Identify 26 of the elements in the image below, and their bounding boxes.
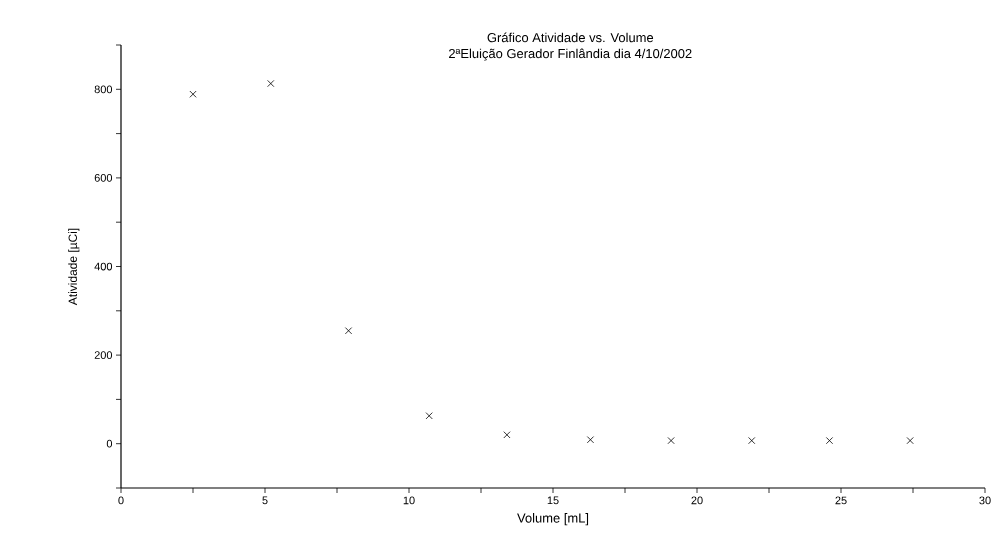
point	[344, 327, 353, 335]
x-tick-label: 25	[835, 496, 847, 505]
chart-title: Gráfico Atividade vs. Volume	[487, 32, 654, 43]
x-tick-label: 15	[547, 496, 559, 505]
y-tick-label: 800	[94, 85, 113, 94]
y-tick-label: 600	[94, 174, 113, 182]
point	[267, 79, 275, 88]
point	[503, 431, 511, 439]
chart-subtitle: 2ªEluição Gerador Finlândia dia 4/10/2002	[449, 48, 692, 61]
point	[825, 437, 834, 445]
x-tick-label: 10	[403, 496, 415, 505]
point	[189, 90, 197, 98]
y-tick-label: 200	[94, 351, 113, 359]
point	[906, 437, 914, 445]
point	[748, 437, 756, 445]
point	[667, 437, 675, 445]
x-axis-title: Volume [mL]	[517, 513, 589, 526]
y-tick-label: 400	[94, 262, 113, 271]
point	[586, 436, 595, 444]
x-tick-label: 0	[118, 496, 124, 505]
x-tick-label: 30	[979, 496, 991, 505]
x-tick-label: 5	[262, 496, 268, 505]
y-tick-label: 0	[106, 439, 113, 448]
x-tick-label: 20	[691, 496, 703, 505]
y-axis-title: Atividade [µCi]	[68, 228, 80, 306]
point	[425, 412, 433, 420]
